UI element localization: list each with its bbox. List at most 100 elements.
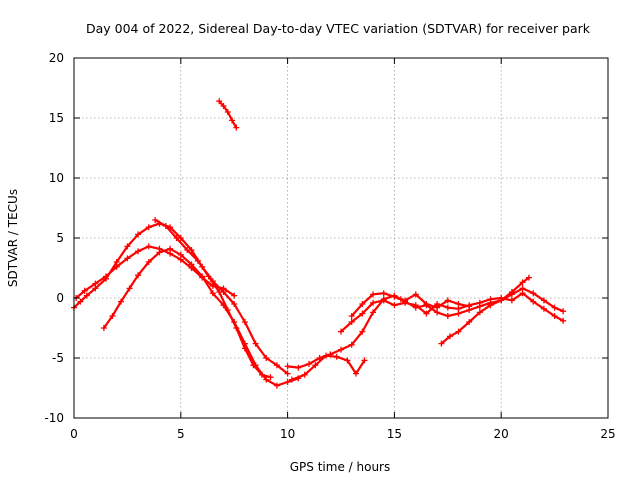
data-point [412, 302, 419, 309]
data-point [551, 304, 558, 311]
data-point [231, 292, 238, 299]
data-point [258, 371, 265, 378]
data-point [391, 293, 398, 300]
series-track-8 [338, 290, 567, 335]
x-axis-label: GPS time / hours [290, 460, 391, 474]
data-point [156, 249, 163, 256]
data-point [205, 273, 212, 280]
data-point [455, 301, 462, 307]
data-point [224, 307, 231, 313]
series-line [339, 292, 565, 333]
data-point [173, 235, 180, 241]
y-axis-label: SDTVAR / TECUs [6, 189, 20, 287]
data-point [348, 319, 355, 325]
data-point [560, 317, 567, 324]
series-line [72, 222, 289, 375]
data-point [305, 361, 312, 367]
data-point [109, 313, 116, 319]
data-point [519, 279, 526, 286]
data-point [476, 299, 483, 306]
data-point [312, 362, 319, 369]
data-point [438, 340, 445, 347]
data-point [380, 290, 387, 297]
data-point [284, 363, 291, 370]
data-point [498, 297, 505, 304]
data-point [455, 328, 462, 335]
data-point [162, 223, 169, 229]
data-point [241, 319, 248, 325]
chart-title: Day 004 of 2022, Sidereal Day-to-day VTE… [86, 21, 591, 36]
data-point [444, 297, 451, 304]
data-point [487, 296, 494, 303]
data-point [508, 297, 515, 304]
data-point [81, 287, 88, 294]
data-point [216, 289, 223, 295]
data-point [359, 310, 366, 317]
data-point [444, 304, 451, 311]
data-point [250, 362, 257, 369]
series-track-11 [438, 274, 532, 347]
data-point [267, 374, 274, 381]
data-point [194, 257, 201, 264]
series-layer [71, 98, 567, 389]
data-point [216, 98, 223, 105]
series-line [440, 276, 531, 345]
x-tick-label: 20 [494, 427, 509, 441]
data-point [519, 290, 526, 297]
series-track-5 [216, 98, 240, 131]
x-tick-label: 25 [600, 427, 615, 441]
x-tick-label: 15 [387, 427, 402, 441]
y-tick-label: -5 [52, 351, 64, 365]
data-point [397, 296, 404, 303]
data-point [466, 319, 473, 325]
series-line [154, 218, 272, 379]
data-point [220, 103, 227, 109]
series-track-3 [100, 245, 302, 389]
x-tick-label: 0 [70, 427, 78, 441]
data-point [380, 297, 387, 304]
data-point [199, 273, 206, 280]
data-point [444, 313, 451, 319]
data-point [77, 298, 84, 305]
data-point [446, 333, 453, 340]
series-track-9 [348, 290, 404, 319]
data-point [252, 340, 259, 347]
data-point [135, 272, 142, 279]
data-point [209, 290, 216, 297]
grid [74, 58, 608, 418]
data-point [113, 263, 120, 270]
data-point [348, 341, 355, 348]
series-track-7 [288, 352, 368, 383]
data-point [241, 345, 248, 352]
data-point [423, 301, 430, 307]
series-line [290, 354, 366, 381]
data-point [370, 309, 377, 316]
data-point [224, 109, 231, 115]
y-tick-label: 10 [49, 171, 64, 185]
data-point [540, 305, 547, 312]
series-track-4 [152, 217, 274, 381]
x-tick-label: 5 [177, 427, 185, 441]
data-point [288, 376, 295, 383]
data-point [263, 376, 270, 383]
data-point [508, 289, 515, 295]
data-point [338, 328, 344, 335]
data-point [135, 231, 142, 238]
data-point [117, 298, 124, 305]
data-point [231, 301, 238, 307]
data-point [370, 299, 377, 306]
data-point [487, 302, 494, 309]
data-point [220, 285, 227, 292]
data-point [145, 224, 152, 231]
data-point [423, 310, 430, 317]
data-point [124, 255, 131, 262]
y-tick-label: 0 [56, 291, 64, 305]
data-point [391, 302, 398, 309]
series-track-10 [402, 291, 473, 311]
data-point [402, 297, 409, 304]
data-point [348, 313, 355, 319]
data-point [273, 382, 280, 389]
data-point [295, 364, 302, 371]
data-point [233, 325, 240, 331]
